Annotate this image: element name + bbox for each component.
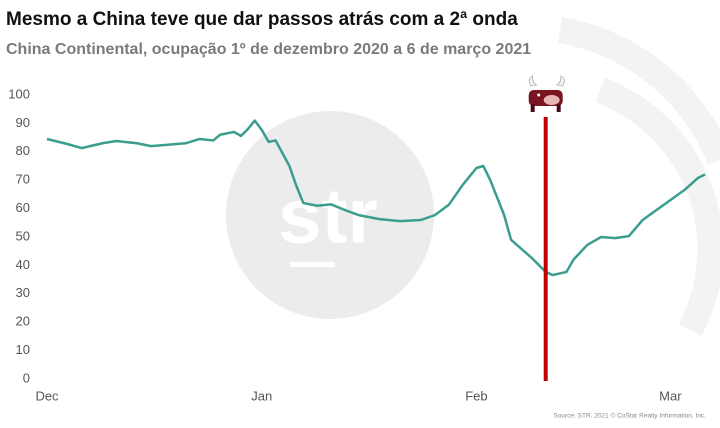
data-line: [46, 119, 706, 277]
y-tick-label: 50: [16, 228, 30, 243]
y-tick-label: 80: [16, 143, 30, 158]
ox-icon: [520, 75, 571, 114]
y-tick-label: 30: [16, 285, 30, 300]
x-tick-label: Feb: [465, 388, 487, 403]
chart-subtitle: China Continental, ocupação 1º de dezemb…: [6, 41, 531, 58]
source: Source: STR. 2021 © CoStar Realty Inform…: [553, 412, 706, 420]
x-tick-label: Mar: [659, 388, 682, 403]
x-tick-label: Jan: [251, 388, 272, 403]
watermark-circle: [226, 111, 434, 319]
x-tick-label: Dec: [35, 388, 59, 403]
watermark-underline: [290, 262, 335, 267]
y-tick-label: 90: [16, 115, 30, 130]
chart-title: Mesmo a China teve que dar passos atrás …: [6, 9, 518, 30]
y-tick-label: 10: [16, 342, 30, 357]
y-tick-label: 20: [16, 314, 30, 329]
y-tick-label: 100: [8, 86, 30, 101]
watermark-arcs: [557, 17, 720, 337]
y-tick-label: 40: [16, 257, 30, 272]
y-tick-label: 0: [23, 370, 30, 385]
y-tick-label: 60: [16, 200, 30, 215]
y-tick-label: 70: [16, 172, 30, 187]
